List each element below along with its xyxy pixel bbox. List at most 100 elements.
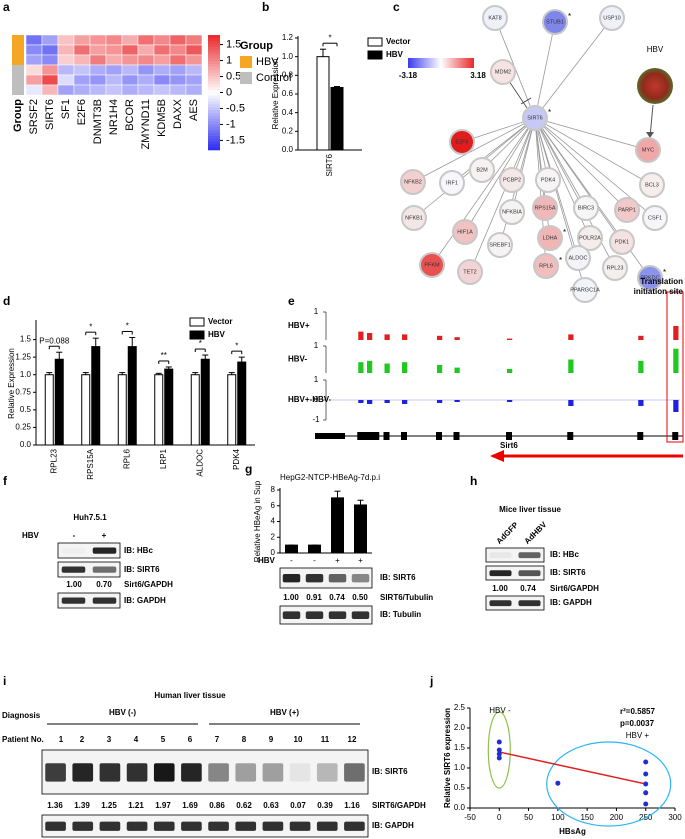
cell-line: Huh7.5.1 bbox=[73, 513, 107, 522]
error-bar bbox=[155, 372, 162, 375]
legend-label: HBV bbox=[208, 330, 226, 339]
patient: 9 bbox=[269, 735, 274, 744]
colorbar-step bbox=[208, 104, 220, 108]
patient: 4 bbox=[134, 735, 139, 744]
heatmap-cell bbox=[137, 74, 155, 86]
colorbar-step bbox=[208, 35, 220, 39]
y-tick-label: 0.75 bbox=[15, 387, 31, 396]
gene-label: PDK4 bbox=[541, 177, 555, 183]
heatmap-cell bbox=[73, 34, 91, 46]
blot-band bbox=[328, 574, 347, 583]
y-tick-label: 0.6 bbox=[282, 89, 294, 98]
heatmap-cell bbox=[105, 84, 123, 96]
blot-band bbox=[181, 821, 202, 831]
x-tick-label: SIRT6 bbox=[325, 153, 334, 176]
blot-frame bbox=[41, 814, 369, 838]
exon bbox=[672, 432, 679, 440]
track-tick-label: 0 bbox=[314, 395, 319, 404]
heatmap-cell bbox=[41, 44, 59, 56]
heatmap-cell bbox=[41, 64, 59, 76]
bar bbox=[285, 544, 298, 554]
colorbar-step bbox=[208, 141, 220, 145]
heatmap-column-label: E2F6 bbox=[76, 99, 88, 125]
blot-band bbox=[351, 574, 370, 583]
blot-band bbox=[316, 763, 338, 782]
edge bbox=[534, 17, 613, 119]
heatmap-cell bbox=[73, 44, 91, 56]
blot-band bbox=[328, 611, 347, 619]
heatmap-cell bbox=[169, 54, 187, 66]
colorbar-step bbox=[208, 138, 220, 142]
gene-label: SREBF1 bbox=[489, 242, 510, 248]
legend-label: HBV bbox=[256, 56, 279, 68]
x-tick-label: RPS15A bbox=[86, 448, 95, 479]
patient: 12 bbox=[348, 735, 357, 744]
point bbox=[555, 780, 561, 786]
coverage-bar bbox=[402, 400, 408, 404]
error-bar bbox=[202, 354, 209, 360]
heatmap-cell bbox=[137, 34, 155, 46]
blot-band bbox=[99, 821, 121, 831]
gene-label: NFKB1 bbox=[405, 215, 423, 221]
blot-label: IB: SIRT6 bbox=[372, 767, 408, 776]
colorbar-step bbox=[208, 49, 220, 53]
heatmap-cell bbox=[105, 74, 123, 86]
chart-title: HepG2-NTCP-HBeAg-7d.p.i bbox=[280, 473, 380, 482]
exon bbox=[453, 432, 460, 440]
panel-label: c bbox=[393, 0, 400, 14]
gene-label: BCL3 bbox=[645, 182, 659, 188]
lane-label: - bbox=[73, 531, 76, 540]
hbv-virion bbox=[637, 68, 673, 104]
heatmap-cell bbox=[89, 84, 107, 96]
diagnosis-label: Diagnosis bbox=[2, 711, 41, 720]
bar bbox=[308, 544, 321, 554]
exon bbox=[506, 432, 512, 440]
colorbar-step bbox=[208, 83, 220, 88]
ratio: 0.86 bbox=[209, 801, 225, 810]
heatmap-cell bbox=[25, 74, 43, 86]
x-tick-label: - bbox=[290, 556, 293, 565]
coverage-bar bbox=[367, 400, 373, 404]
point bbox=[643, 759, 649, 765]
edge bbox=[534, 117, 628, 211]
annotation: p=0.0037 bbox=[620, 719, 655, 728]
panel-label: f bbox=[3, 474, 8, 488]
bar bbox=[44, 374, 54, 446]
y-tick-label: 0.0 bbox=[20, 440, 32, 449]
edge bbox=[412, 117, 536, 183]
coverage-bar bbox=[568, 334, 574, 340]
coverage-bar bbox=[568, 359, 574, 373]
colorbar-step bbox=[208, 147, 220, 151]
error-bar bbox=[320, 48, 326, 57]
gene-star: * bbox=[548, 108, 551, 117]
blot-band bbox=[262, 763, 284, 782]
blot-band bbox=[153, 821, 175, 831]
ratio-label: Sirt6/GAPDH bbox=[550, 584, 599, 593]
gene-node bbox=[577, 225, 603, 251]
ratio: 1.36 bbox=[47, 801, 63, 810]
blot-label: IB: SIRT6 bbox=[550, 568, 586, 577]
annotation: initiation site bbox=[634, 287, 684, 296]
exon bbox=[315, 433, 345, 439]
heatmap-cell bbox=[89, 54, 107, 66]
point bbox=[643, 771, 649, 777]
colorbar-label: -3.18 bbox=[399, 71, 418, 80]
blot-band bbox=[518, 570, 541, 577]
panel-label: i bbox=[3, 674, 6, 688]
legend-title: Group bbox=[240, 40, 273, 52]
group-outline bbox=[546, 741, 672, 827]
gene-label: RPL23 bbox=[607, 265, 624, 271]
y-tick-label: 1.25 bbox=[15, 352, 31, 361]
blot-band bbox=[235, 763, 257, 782]
colorbar-tick-label: -1.5 bbox=[226, 134, 245, 146]
blot-band bbox=[72, 821, 94, 831]
colorbar-step bbox=[208, 115, 220, 119]
track-label: HBV- bbox=[288, 355, 307, 364]
group-label: HBV + bbox=[626, 731, 650, 740]
heatmap-cell bbox=[185, 84, 203, 96]
lane-label: AdHBV bbox=[523, 520, 549, 546]
coverage-bar bbox=[402, 334, 408, 340]
y-axis-title: Relative SIRT6 expression bbox=[443, 708, 452, 808]
colorbar-step bbox=[208, 37, 220, 42]
exon bbox=[436, 432, 442, 440]
